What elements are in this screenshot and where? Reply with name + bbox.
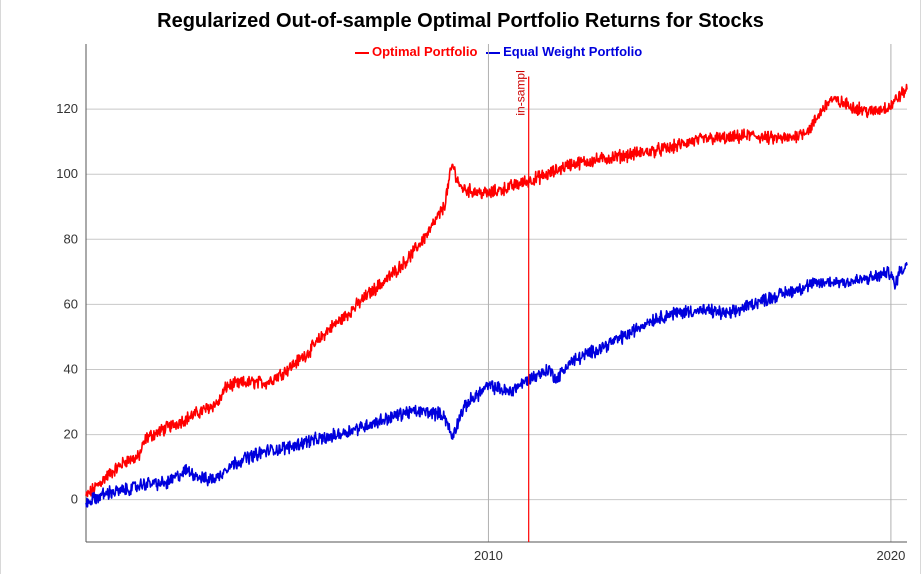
legend-swatch-optimal bbox=[355, 51, 369, 54]
y-tick-label: 120 bbox=[56, 101, 78, 116]
series-line-equal-weight bbox=[85, 262, 908, 508]
legend: Optimal Portfolio Equal Weight Portfolio bbox=[355, 44, 647, 59]
y-tick-label: 100 bbox=[56, 166, 78, 181]
y-tick-label: 20 bbox=[64, 427, 78, 442]
in-sample-label: in-sampl bbox=[514, 70, 528, 115]
chart-title: Regularized Out-of-sample Optimal Portfo… bbox=[157, 10, 764, 32]
axis-layer: 0 20 40 60 80 100 120 2010 2020 bbox=[56, 44, 907, 563]
grid-layer bbox=[86, 44, 907, 542]
series-layer bbox=[85, 83, 908, 508]
legend-label-equal-weight: Equal Weight Portfolio bbox=[503, 44, 643, 59]
legend-item-optimal[interactable]: Optimal Portfolio bbox=[355, 44, 477, 59]
legend-item-equal-weight[interactable]: Equal Weight Portfolio bbox=[486, 44, 642, 59]
y-tick-label: 0 bbox=[71, 492, 78, 507]
y-tick-label: 40 bbox=[64, 361, 78, 376]
series-line-optimal bbox=[85, 83, 908, 498]
x-tick-label: 2020 bbox=[876, 548, 905, 563]
legend-swatch-equal-weight bbox=[486, 51, 501, 54]
x-tick-label: 2010 bbox=[474, 548, 503, 563]
y-tick-label: 80 bbox=[64, 231, 78, 246]
legend-label-optimal: Optimal Portfolio bbox=[372, 44, 478, 59]
annotation-layer: in-sampl bbox=[514, 70, 530, 542]
y-tick-label: 60 bbox=[64, 296, 78, 311]
